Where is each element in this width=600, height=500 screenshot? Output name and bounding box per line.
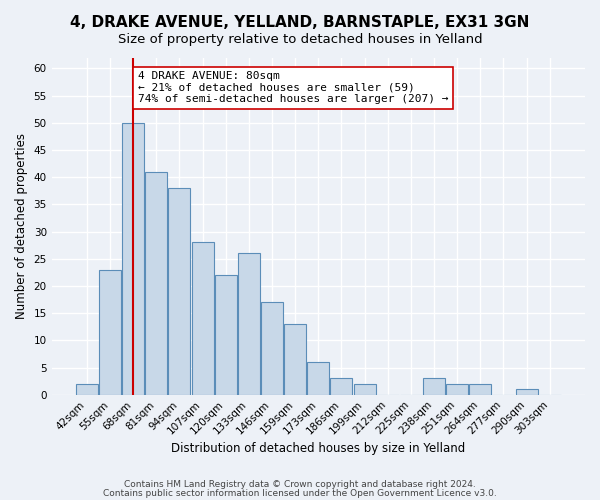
- Bar: [169, 188, 190, 394]
- Bar: [515, 390, 538, 394]
- Bar: [261, 302, 283, 394]
- Text: 4, DRAKE AVENUE, YELLAND, BARNSTAPLE, EX31 3GN: 4, DRAKE AVENUE, YELLAND, BARNSTAPLE, EX…: [70, 15, 530, 30]
- Bar: [469, 384, 491, 394]
- Text: Contains public sector information licensed under the Open Government Licence v3: Contains public sector information licen…: [103, 488, 497, 498]
- Bar: [353, 384, 376, 394]
- Bar: [122, 123, 144, 394]
- Bar: [145, 172, 167, 394]
- Bar: [99, 270, 121, 394]
- Bar: [76, 384, 98, 394]
- Bar: [191, 242, 214, 394]
- Bar: [238, 254, 260, 394]
- Text: 4 DRAKE AVENUE: 80sqm
← 21% of detached houses are smaller (59)
74% of semi-deta: 4 DRAKE AVENUE: 80sqm ← 21% of detached …: [138, 71, 448, 104]
- Bar: [307, 362, 329, 394]
- Bar: [215, 275, 237, 394]
- Bar: [423, 378, 445, 394]
- Y-axis label: Number of detached properties: Number of detached properties: [15, 133, 28, 319]
- Bar: [284, 324, 306, 394]
- Text: Size of property relative to detached houses in Yelland: Size of property relative to detached ho…: [118, 32, 482, 46]
- Bar: [446, 384, 468, 394]
- Bar: [331, 378, 352, 394]
- Text: Contains HM Land Registry data © Crown copyright and database right 2024.: Contains HM Land Registry data © Crown c…: [124, 480, 476, 489]
- X-axis label: Distribution of detached houses by size in Yelland: Distribution of detached houses by size …: [171, 442, 466, 455]
